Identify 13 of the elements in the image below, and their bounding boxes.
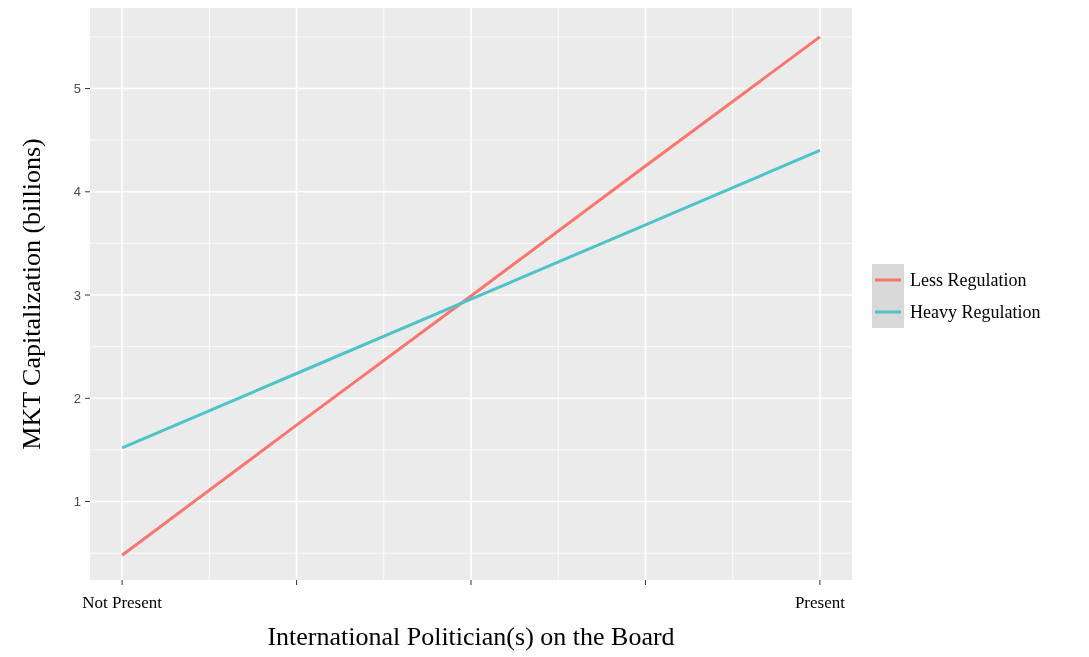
x-tick-label: Not Present [82,593,163,612]
y-tick-label: 1 [73,494,81,510]
line-series [120,148,822,450]
x-axis-title: International Politician(s) on the Board [267,622,675,651]
legend-label: Less Regulation [910,270,1027,291]
y-axis-title: MKT Capitalization (billions) [17,138,46,450]
line-series [120,35,822,557]
y-tick-label: 4 [73,184,81,200]
y-tick-label: 5 [73,81,81,97]
y-tick-label: 3 [73,287,81,303]
x-tick-label: Present [794,593,846,612]
y-tick-label: 2 [73,390,81,406]
legend-label: Heavy Regulation [910,302,1041,323]
